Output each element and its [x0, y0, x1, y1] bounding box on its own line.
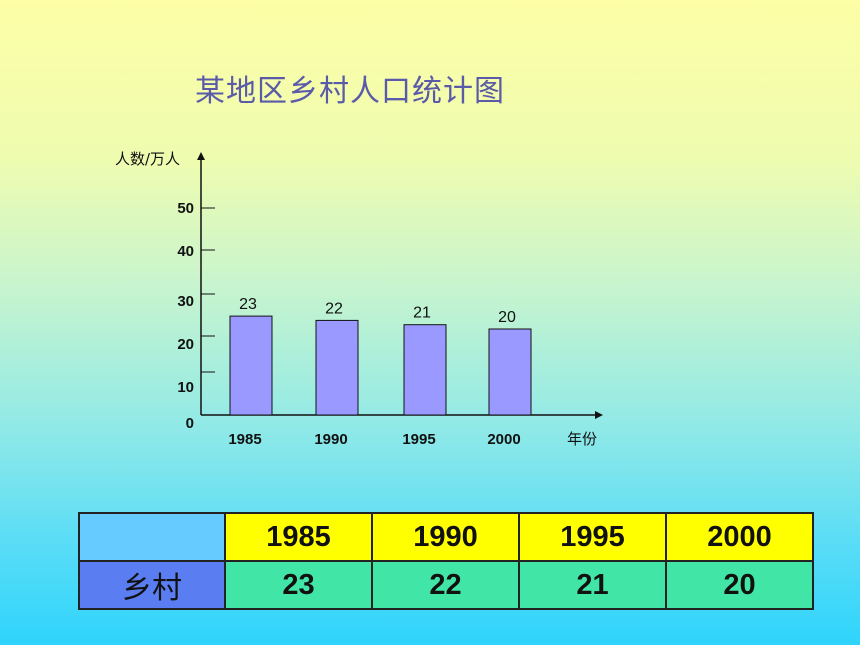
bar-value-label: 21: [413, 305, 431, 322]
table-row-label: 乡村: [78, 560, 226, 610]
bar-value-label: 23: [239, 296, 257, 313]
table-year-cell: 1990: [371, 512, 520, 562]
x-tick-label: 1990: [314, 431, 347, 448]
table-year-cell: 2000: [665, 512, 814, 562]
y-axis-arrow-icon: [197, 152, 205, 160]
x-tick-label: 1995: [402, 431, 435, 448]
table-header-row: 1985 1990 1995 2000: [78, 512, 814, 562]
table-value-cell: 21: [518, 560, 667, 610]
x-tick-label: 1985: [228, 431, 261, 448]
chart-title: 某地区乡村人口统计图: [195, 74, 505, 109]
table-value-cell: 22: [371, 560, 520, 610]
bar: [488, 328, 532, 416]
bar: [403, 324, 447, 416]
y-tick-label: 0: [186, 415, 194, 432]
table-value-cell: 20: [665, 560, 814, 610]
bar-value-label: 22: [325, 300, 343, 317]
x-axis-label: 年份: [567, 430, 597, 448]
x-tick-label: 2000: [487, 431, 520, 448]
bar: [229, 315, 273, 416]
data-table: 1985 1990 1995 2000 乡村 23 22 21 20: [78, 512, 814, 610]
x-axis-arrow-icon: [595, 411, 603, 419]
bar: [315, 319, 359, 416]
y-tick-label: 50: [177, 200, 194, 217]
table-year-cell: 1995: [518, 512, 667, 562]
bar-value-label: 20: [498, 309, 516, 326]
table-value-cell: 23: [224, 560, 373, 610]
table-year-cell: 1985: [224, 512, 373, 562]
y-tick-label: 10: [177, 379, 194, 396]
y-tick-label: 20: [177, 336, 194, 353]
y-tick-label: 30: [177, 293, 194, 310]
table-corner-cell: [78, 512, 226, 562]
y-axis-label: 人数/万人: [115, 150, 180, 168]
table-row: 乡村 23 22 21 20: [78, 560, 814, 610]
y-tick-label: 40: [177, 243, 194, 260]
